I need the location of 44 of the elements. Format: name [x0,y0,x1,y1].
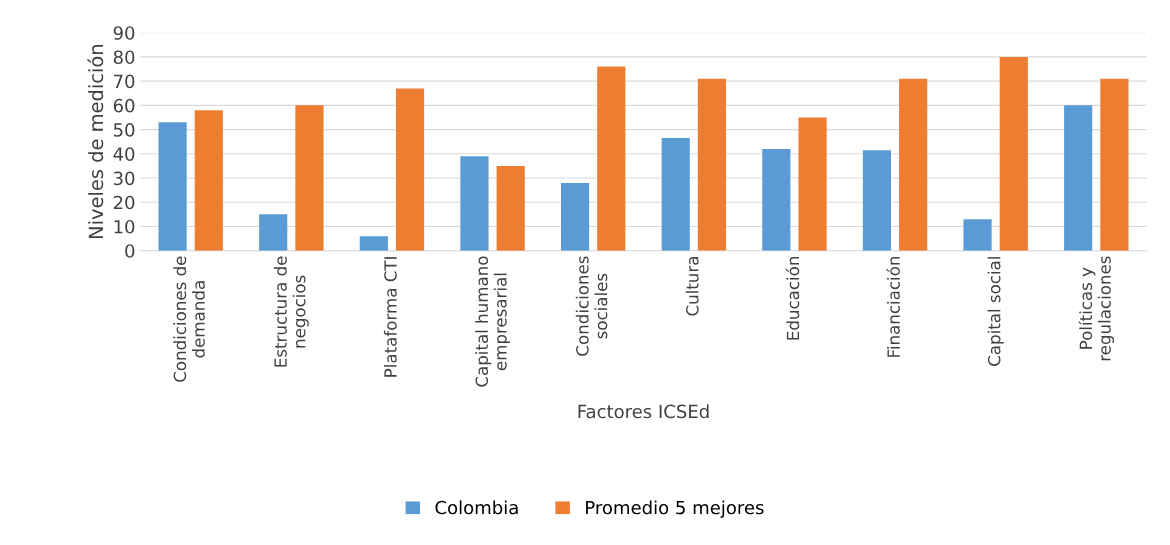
bar [661,138,690,251]
bar [496,165,525,251]
bar [395,88,425,251]
y-axis-title: Niveles de medición [87,45,104,239]
legend-label: Colombia [435,500,518,515]
bar [460,156,489,251]
bar [295,105,324,251]
bar [963,219,992,251]
x-tick-label: Estructura de negocios [273,256,309,367]
y-tick-label: 80 [113,50,135,65]
x-tick-label: Educación [785,256,800,340]
x-tick-label: Plataforma CTI [383,257,397,377]
bar [798,117,827,251]
x-tick-label: Financiación [886,256,900,357]
y-tick-label: 40 [113,147,135,161]
bar [999,56,1028,251]
x-tick-label: Cultura [685,257,699,316]
bar [862,150,892,251]
y-tick-label: 0 [125,244,135,258]
y-tick-label: 90 [113,26,135,40]
y-tick-label: 50 [113,123,135,137]
y-tick-label: 60 [113,98,135,113]
x-tick-label: Capital social [987,257,1004,366]
legend-label: Promedio 5 mejores [586,500,764,518]
y-tick-label: 20 [113,195,135,210]
bar [259,214,288,251]
bar [158,122,187,251]
y-tick-label: 30 [113,171,135,186]
x-tick-label: Condiciones de demanda [173,256,205,382]
bar [560,182,590,251]
x-tick-label: Capital humano empresarial [475,256,510,387]
x-tick-label: Condiciones sociales [575,256,608,356]
x-tick-label: Políticas y regulaciones [1078,256,1115,361]
x-axis-title: Factores ICSEd [578,404,709,419]
bar [1064,105,1093,251]
bar [1100,78,1129,251]
bar [899,78,928,251]
bar [697,78,727,251]
bar [597,66,626,251]
bar [359,236,388,251]
bar [762,148,791,251]
y-tick-label: 70 [114,74,135,89]
bar [194,110,223,251]
y-tick-label: 10 [114,219,135,234]
